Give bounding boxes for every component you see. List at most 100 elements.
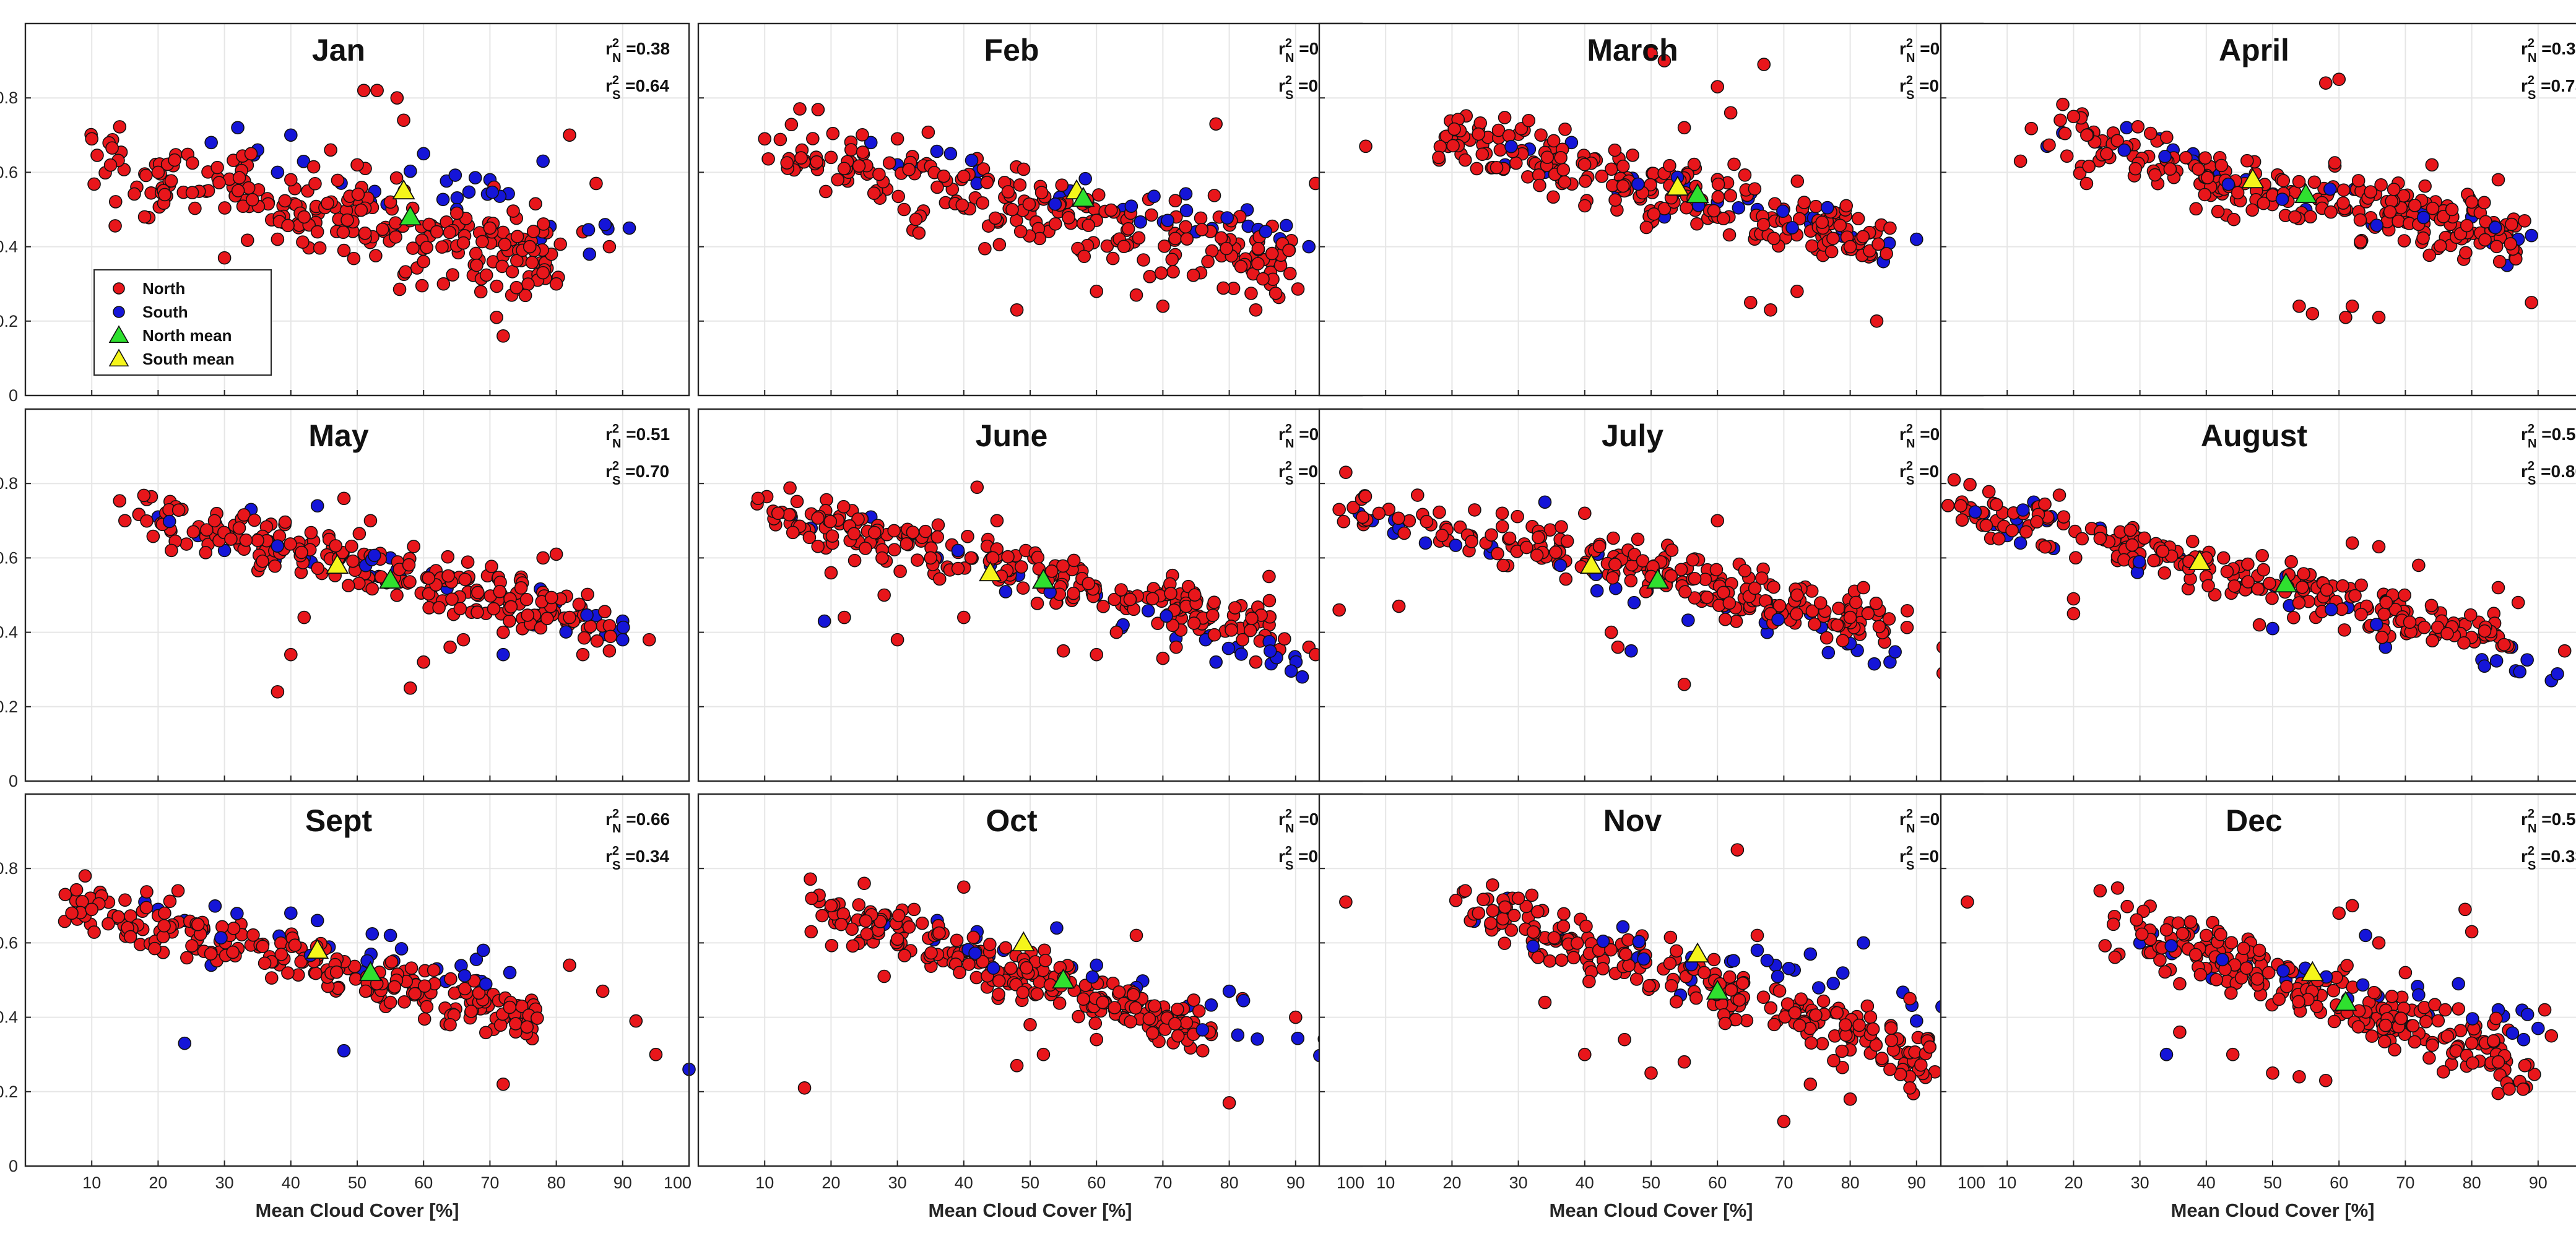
south-point — [2117, 143, 2131, 157]
north-point — [992, 987, 1005, 1001]
north-point — [1526, 925, 1540, 939]
south-point — [1048, 197, 1062, 211]
north-point — [1579, 919, 1593, 933]
north-point — [350, 158, 364, 172]
panel-may: 00.20.40.60.8Atmospheric Transmissivity … — [0, 408, 690, 790]
north-point — [1570, 936, 1584, 950]
south-point — [368, 548, 381, 563]
north-point — [900, 537, 914, 551]
north-point — [2351, 1020, 2366, 1034]
north-point — [236, 199, 250, 214]
north-point — [1736, 976, 1750, 990]
north-point — [1145, 1026, 1160, 1040]
north-point — [976, 955, 990, 969]
north-point — [2137, 531, 2151, 545]
north-point — [1470, 162, 1484, 176]
north-point — [1883, 221, 1897, 235]
north-point — [819, 184, 833, 199]
north-point — [278, 194, 292, 208]
north-point — [493, 1018, 508, 1032]
north-point — [418, 979, 432, 993]
south-mean-marker — [2241, 168, 2265, 189]
south-point — [2319, 970, 2333, 984]
north-point — [506, 204, 520, 218]
south-point — [162, 514, 176, 529]
north-point — [1268, 287, 1283, 300]
north-point — [590, 634, 604, 648]
north-point — [2098, 939, 2112, 953]
south-point — [462, 185, 476, 199]
r2-north-label: r2N =0.58 — [2521, 422, 2576, 451]
panel-nov: 10 20 30 40 50 60 70 80 90 100 Mean Cloud Cover [%… — [1318, 793, 1985, 1221]
south-point — [2531, 1021, 2545, 1035]
north-point — [1392, 599, 1406, 613]
legend-marker — [108, 348, 129, 367]
north-point — [957, 610, 971, 624]
north-point — [69, 883, 84, 897]
north-point — [1711, 80, 1724, 93]
north-point — [2383, 205, 2397, 219]
north-point — [1498, 936, 1512, 950]
north-point — [404, 961, 418, 975]
north-point — [1665, 979, 1678, 993]
north-point — [1521, 170, 1535, 184]
south-point — [1078, 171, 1092, 186]
north-point — [1606, 571, 1620, 585]
north-point — [780, 156, 794, 170]
x-tick-label: 40 — [955, 1173, 973, 1192]
north-point — [2367, 985, 2381, 1000]
plot-frame — [24, 793, 690, 1167]
north-point — [2339, 310, 2353, 324]
north-point — [1117, 240, 1131, 253]
north-point — [797, 1081, 812, 1095]
x-tick-label: 100 — [1337, 1173, 1364, 1192]
north-point — [1578, 1047, 1592, 1061]
north-point — [2255, 548, 2269, 563]
north-point — [810, 155, 823, 169]
north-point — [231, 184, 245, 197]
south-point — [2324, 602, 2338, 616]
north-point — [549, 277, 563, 291]
north-point — [602, 644, 617, 658]
north-point — [2148, 168, 2162, 182]
north-point — [898, 949, 911, 962]
north-point — [1179, 1016, 1194, 1030]
north-point — [1757, 58, 1771, 71]
north-point — [2377, 607, 2391, 621]
north-point — [2557, 644, 2572, 658]
north-point — [1772, 984, 1787, 998]
north-point — [485, 560, 498, 574]
north-point — [1955, 513, 1969, 527]
north-point — [824, 566, 838, 580]
north-point — [2024, 121, 2038, 136]
r2-south-label: r2 S =0.70 — [605, 459, 669, 488]
x-tick-label: 60 — [414, 1173, 433, 1192]
south-point — [208, 899, 222, 913]
north-point — [1813, 596, 1828, 610]
south-point — [458, 969, 472, 983]
north-point — [1090, 1032, 1103, 1047]
north-point — [102, 917, 115, 931]
north-point — [1244, 287, 1258, 300]
north-point — [140, 885, 154, 899]
north-point — [1507, 909, 1521, 922]
south-point — [394, 942, 409, 956]
north-point — [2406, 1019, 2420, 1033]
north-point — [2477, 196, 2491, 210]
north-point — [137, 488, 151, 503]
panel-oct: 10 20 30 40 50 60 70 80 90 100 Mean Cloud Cover [%… — [697, 793, 1364, 1221]
north-point — [1465, 535, 1478, 548]
north-point — [1709, 563, 1724, 577]
north-point — [1954, 499, 1967, 513]
north-point — [1126, 988, 1140, 1001]
north-point — [2156, 544, 2170, 558]
north-point — [441, 569, 455, 583]
x-tick-label: 90 — [1907, 1173, 1926, 1192]
north-point — [158, 188, 171, 202]
north-point — [520, 1020, 534, 1034]
north-point — [1578, 506, 1592, 521]
south-point — [1760, 954, 1774, 967]
north-point — [215, 920, 229, 934]
north-point — [1129, 288, 1143, 302]
north-point — [2394, 1011, 2408, 1026]
